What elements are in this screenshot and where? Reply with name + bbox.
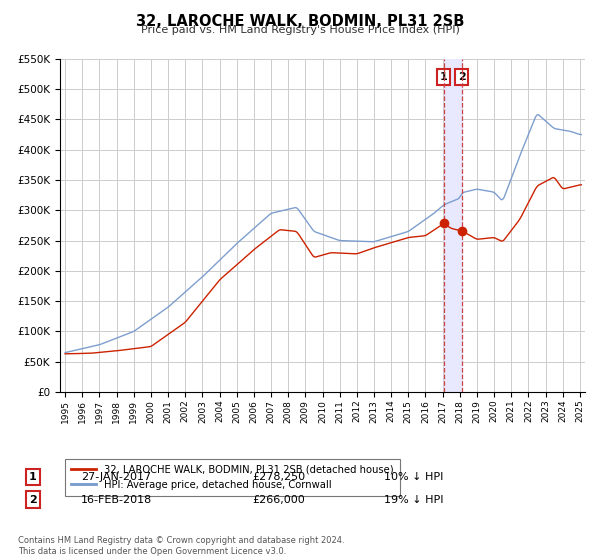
Text: 10% ↓ HPI: 10% ↓ HPI [384, 472, 443, 482]
Text: 1: 1 [29, 472, 37, 482]
Text: 1: 1 [440, 72, 448, 82]
Text: £278,250: £278,250 [252, 472, 305, 482]
Bar [444, 59, 462, 392]
Text: £266,000: £266,000 [252, 494, 305, 505]
Text: 19% ↓ HPI: 19% ↓ HPI [384, 494, 443, 505]
Text: 2: 2 [458, 72, 466, 82]
Legend: 32, LAROCHE WALK, BODMIN, PL31 2SB (detached house), HPI: Average price, detache: 32, LAROCHE WALK, BODMIN, PL31 2SB (deta… [65, 459, 400, 496]
Text: 2: 2 [29, 494, 37, 505]
Text: 16-FEB-2018: 16-FEB-2018 [81, 494, 152, 505]
Text: Contains HM Land Registry data © Crown copyright and database right 2024.
This d: Contains HM Land Registry data © Crown c… [18, 536, 344, 556]
Text: 32, LAROCHE WALK, BODMIN, PL31 2SB: 32, LAROCHE WALK, BODMIN, PL31 2SB [136, 14, 464, 29]
Text: Price paid vs. HM Land Registry's House Price Index (HPI): Price paid vs. HM Land Registry's House … [140, 25, 460, 35]
Text: 27-JAN-2017: 27-JAN-2017 [81, 472, 151, 482]
